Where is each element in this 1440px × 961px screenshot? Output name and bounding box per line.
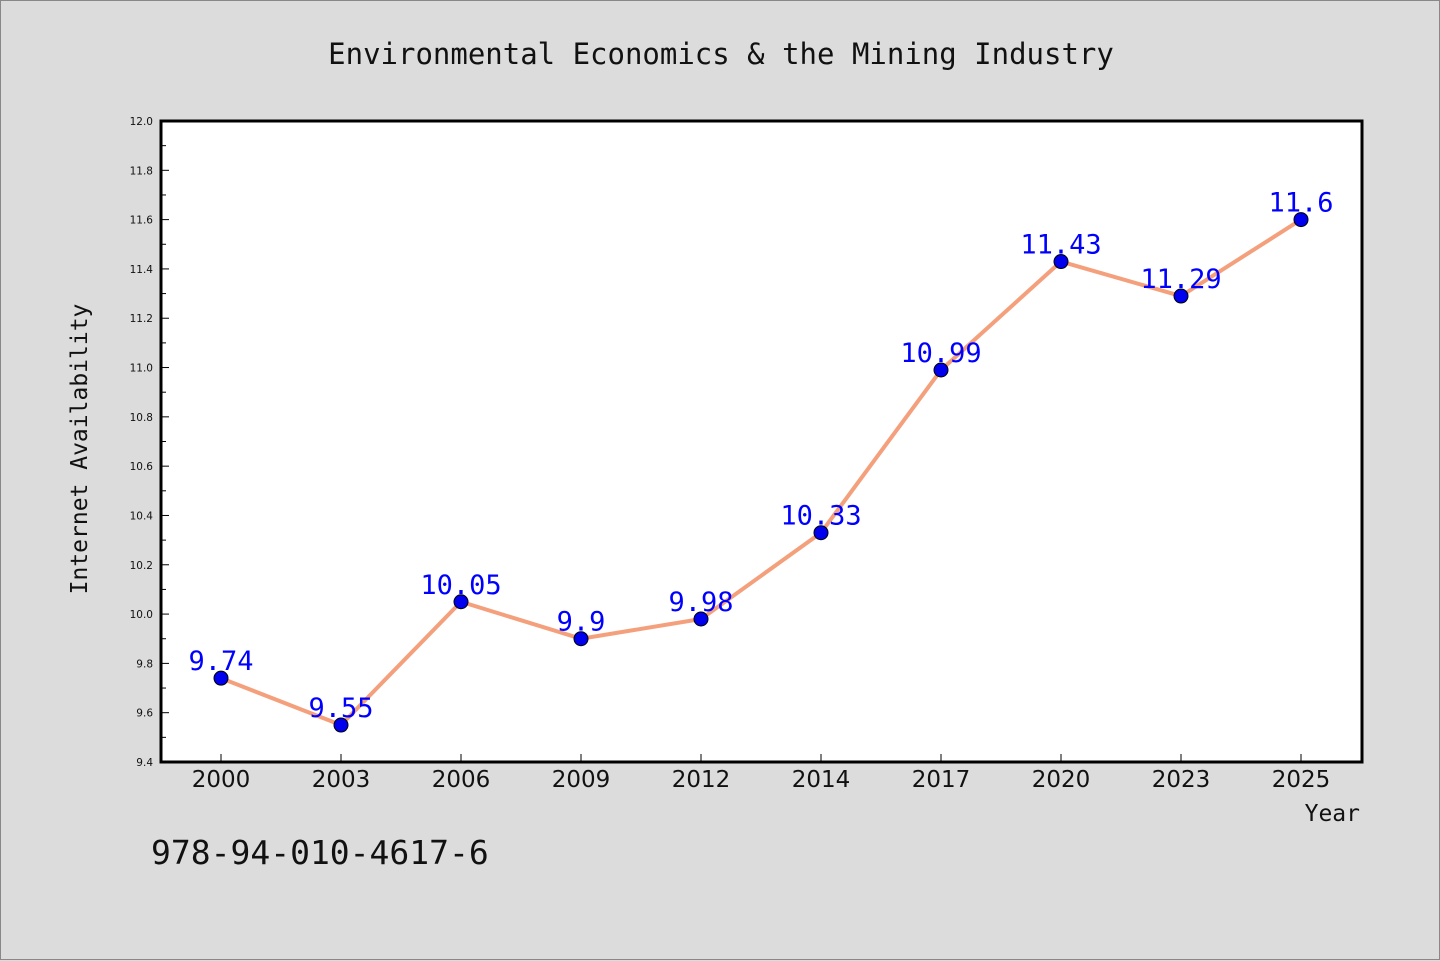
x-tick-label: 2006 [432, 767, 491, 793]
data-label: 10.05 [420, 570, 501, 601]
y-tick-label: 10.8 [130, 412, 153, 424]
data-label: 9.74 [188, 646, 253, 677]
x-tick-label: 2000 [192, 767, 251, 793]
y-tick-label: 10.6 [130, 461, 154, 473]
data-point [213, 670, 229, 686]
data-label: 10.99 [900, 338, 981, 369]
y-tick-label: 9.8 [136, 658, 153, 670]
x-axis-label: Year [1305, 801, 1360, 827]
x-axis: 2000 2003 2006 2009 2012 2014 2017 2020 2023 2025 [192, 754, 1331, 793]
y-tick-label: 10.2 [130, 560, 153, 572]
data-point [693, 611, 709, 627]
x-tick-label: 2012 [672, 767, 731, 793]
x-tick-label: 2017 [912, 767, 971, 793]
data-point [1173, 288, 1189, 304]
x-tick-label: 2020 [1032, 767, 1091, 793]
y-tick-label: 11.6 [130, 215, 154, 227]
y-tick-label: 9.6 [136, 708, 153, 720]
y-tick-label: 12.0 [130, 116, 153, 128]
isbn-number: 978-94-010-4617-6 [151, 833, 489, 872]
y-axis-label: Internet Availability [67, 304, 93, 595]
y-tick-label: 10.0 [130, 609, 153, 621]
y-axis: 9.4 9.6 9.8 10.0 10.2 10.4 10.6 10.8 11.0 11.2 11.… [130, 116, 169, 769]
data-label: 11.6 [1268, 188, 1333, 219]
chart-title: Environmental Economics & the Mining Ind… [328, 37, 1114, 71]
data-point [573, 631, 589, 647]
data-point [813, 525, 829, 541]
y-tick-label: 11.4 [130, 264, 154, 276]
data-label: 9.98 [668, 587, 733, 618]
y-tick-label: 11.0 [130, 363, 153, 375]
x-tick-label: 2025 [1272, 767, 1331, 793]
y-tick-label: 9.4 [136, 757, 153, 769]
data-point [333, 717, 349, 733]
data-label: 9.9 [557, 607, 606, 638]
series-line [219, 217, 1303, 728]
x-tick-label: 2003 [312, 767, 371, 793]
data-point [453, 594, 469, 610]
x-tick-label: 2023 [1152, 767, 1211, 793]
y-tick-label: 10.4 [130, 510, 154, 522]
data-label: 11.43 [1020, 230, 1101, 261]
y-tick-label: 11.2 [130, 313, 153, 325]
x-tick-label: 2009 [552, 767, 611, 793]
data-point [933, 362, 949, 378]
plot-area [159, 119, 1364, 764]
data-point [1053, 254, 1069, 270]
y-tick-label: 11.8 [130, 165, 153, 177]
data-point [1293, 212, 1309, 228]
data-label: 11.29 [1140, 264, 1221, 295]
data-label: 10.33 [780, 501, 861, 532]
data-label: 9.55 [308, 693, 373, 724]
series-layer: 9.74 9.55 10.05 9.9 9.98 10.33 10.99 11.43 11.29… [188, 188, 1334, 733]
x-tick-label: 2014 [792, 767, 851, 793]
